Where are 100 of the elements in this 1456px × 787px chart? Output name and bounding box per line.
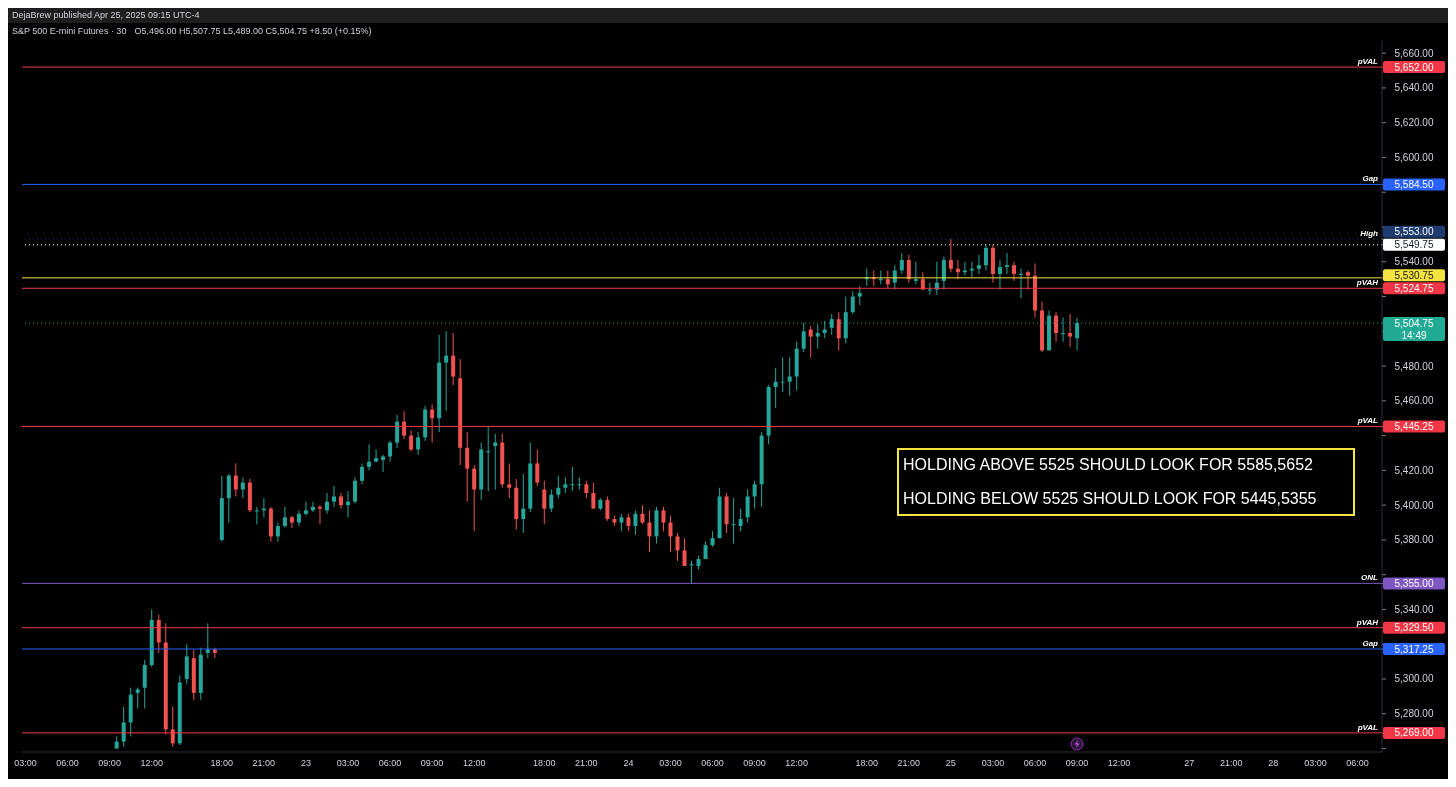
y-tick-label: 5,530.75 bbox=[1394, 269, 1434, 281]
x-tick-label: 21:00 bbox=[1220, 758, 1243, 769]
candlestick bbox=[381, 454, 386, 473]
x-tick-label: 12:00 bbox=[462, 758, 486, 769]
candlestick bbox=[773, 367, 778, 409]
x-tick-label: 03:00 bbox=[14, 758, 37, 769]
candlestick bbox=[941, 256, 946, 291]
ref-line-label: ONL bbox=[1361, 573, 1379, 583]
candlestick bbox=[542, 480, 547, 525]
x-tick-label: 18:00 bbox=[855, 758, 879, 769]
candlestick bbox=[997, 259, 1002, 291]
x-tick-label: 03:00 bbox=[1304, 758, 1327, 769]
x-tick-label: 28 bbox=[1268, 758, 1279, 769]
candlestick bbox=[948, 238, 953, 273]
candlestick bbox=[156, 614, 161, 654]
y-tick-label: 5,445.25 bbox=[1394, 420, 1434, 432]
candlestick bbox=[282, 506, 287, 529]
candlestick bbox=[465, 431, 470, 503]
candlestick bbox=[303, 501, 308, 517]
ref-line-label: High bbox=[1360, 229, 1379, 239]
candlestick bbox=[556, 475, 561, 499]
x-tick-label: 03:00 bbox=[981, 758, 1005, 769]
y-tick-label: 5,380.00 bbox=[1394, 534, 1434, 546]
y-tick-label: 5,420.00 bbox=[1394, 464, 1434, 476]
text: 14:49 bbox=[1401, 329, 1427, 341]
candlestick bbox=[836, 311, 841, 351]
candlestick bbox=[289, 515, 294, 529]
x-tick-label: 18:00 bbox=[210, 758, 234, 769]
x-tick-label: 06:00 bbox=[56, 758, 79, 769]
candlestick bbox=[521, 473, 526, 534]
candlestick bbox=[899, 252, 904, 275]
x-tick-label: 09:00 bbox=[1065, 758, 1089, 769]
candlestick bbox=[682, 537, 687, 567]
candlestick bbox=[983, 243, 988, 271]
candlestick bbox=[226, 473, 231, 524]
candlestick bbox=[1026, 269, 1031, 291]
candlestick bbox=[507, 462, 512, 499]
ref-line-label: Gap bbox=[1362, 639, 1379, 648]
candlestick bbox=[633, 509, 638, 536]
candlestick bbox=[184, 643, 189, 685]
x-tick-label: 12:00 bbox=[140, 758, 163, 769]
candlestick bbox=[332, 485, 336, 508]
candlestick bbox=[254, 506, 259, 525]
candlestick bbox=[395, 414, 400, 449]
x-tick-label: 23 bbox=[300, 758, 311, 769]
candlestick bbox=[275, 522, 280, 543]
x-tick-label: 09:00 bbox=[743, 758, 766, 769]
y-tick-label: 5,480.00 bbox=[1394, 360, 1434, 372]
candlestick bbox=[451, 332, 456, 386]
candlestick bbox=[549, 489, 554, 513]
candlestick bbox=[850, 290, 855, 315]
y-tick-label: 5,660.00 bbox=[1394, 47, 1434, 59]
candlestick bbox=[324, 492, 329, 515]
candlestick bbox=[605, 495, 610, 522]
candlestick bbox=[1054, 311, 1059, 343]
x-tick-label: 25 bbox=[945, 758, 956, 769]
y-tick-label: 5,540.00 bbox=[1394, 256, 1434, 268]
x-tick-label: 12:00 bbox=[1107, 758, 1131, 769]
y-tick-label: 5,504.75 bbox=[1394, 317, 1434, 329]
ref-line-label: pVAL bbox=[1356, 57, 1379, 67]
y-tick-label: 5,300.00 bbox=[1394, 673, 1434, 685]
ref-line-label: pVAL bbox=[1356, 416, 1379, 426]
candlestick bbox=[317, 504, 322, 525]
candlestick bbox=[647, 509, 652, 553]
annotation: HOLDING ABOVE 5525 SHOULD LOOK FOR 5585,5652 bbox=[903, 455, 1314, 475]
candlestick bbox=[374, 449, 379, 463]
y-tick-label: 5,400.00 bbox=[1394, 499, 1434, 511]
candlestick bbox=[444, 330, 449, 412]
candlestick bbox=[1019, 268, 1024, 299]
candlestick bbox=[738, 508, 743, 532]
y-tick-label: 5,280.00 bbox=[1394, 708, 1434, 720]
x-tick-label: 12:00 bbox=[785, 758, 808, 769]
candlestick bbox=[1004, 252, 1009, 275]
candlestick bbox=[416, 431, 421, 456]
candlestick bbox=[233, 462, 238, 497]
y-tick-label: 5,549.75 bbox=[1394, 239, 1434, 251]
candlestick bbox=[675, 532, 680, 562]
ref-line-label: Gap bbox=[1362, 174, 1379, 184]
y-tick-label: 5,269.00 bbox=[1394, 727, 1434, 739]
candlestick bbox=[388, 440, 393, 463]
y-tick-label: 5,553.00 bbox=[1394, 226, 1434, 238]
candlestick bbox=[570, 466, 575, 492]
candlestick bbox=[472, 464, 477, 532]
x-tick-label: 06:00 bbox=[1346, 758, 1369, 769]
y-tick-label: 5,340.00 bbox=[1394, 603, 1434, 615]
candlestick bbox=[135, 687, 140, 710]
candlestick bbox=[121, 706, 126, 748]
candlestick bbox=[752, 480, 757, 510]
candlestick bbox=[913, 261, 918, 285]
annotation: HOLDING BELOW 5525 SHOULD LOOK FOR 5445,5355 bbox=[903, 489, 1318, 509]
candlestick bbox=[402, 410, 407, 440]
candlestick bbox=[353, 476, 358, 504]
x-tick-label: 06:00 bbox=[378, 758, 402, 769]
candlestick bbox=[535, 449, 540, 487]
chart-title: S&P 500 E-mini Futures · 30 bbox=[12, 26, 127, 36]
candlestick bbox=[731, 497, 736, 544]
candlestick bbox=[430, 403, 435, 444]
x-tick-label: 03:00 bbox=[659, 758, 682, 769]
y-tick-label: 5,620.00 bbox=[1394, 117, 1434, 129]
candlestick bbox=[360, 462, 365, 485]
